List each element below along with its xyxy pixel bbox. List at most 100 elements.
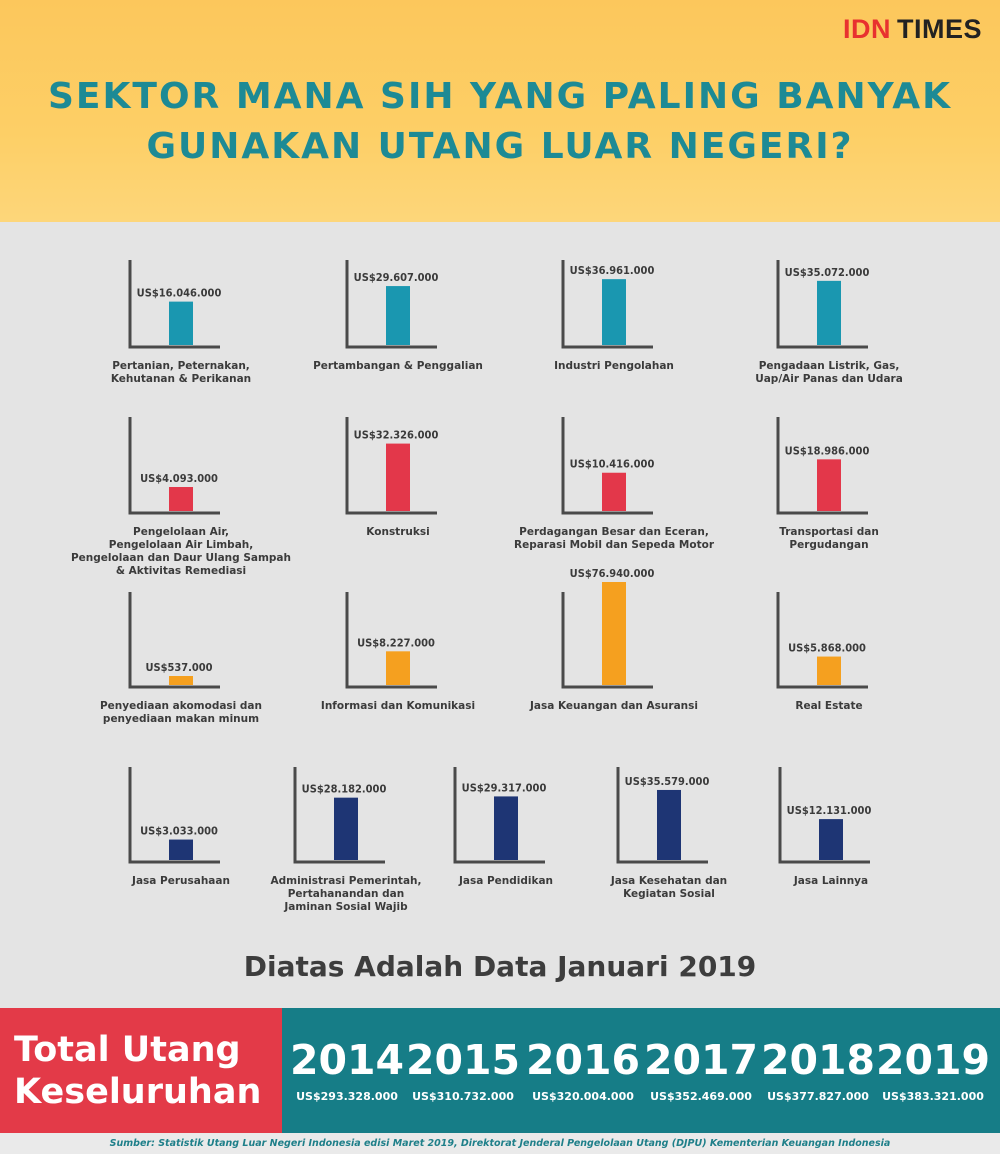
sector-chart: US$10.416.000 Perdagangan Besar dan Ecera… xyxy=(514,417,715,551)
category-label-line: Industri Pengolahan xyxy=(554,360,674,372)
chart-axis xyxy=(453,767,545,864)
category-label-line: Konstruksi xyxy=(366,526,429,538)
year-item: 2017 US$352.469.000 xyxy=(642,1008,760,1103)
bar-value-label: US$28.182.000 xyxy=(302,783,387,796)
year-value: US$293.328.000 xyxy=(296,1090,398,1103)
chart-axis xyxy=(128,417,220,515)
bar xyxy=(657,789,681,860)
year-item: 2019 US$383.321.000 xyxy=(874,1008,992,1103)
bar xyxy=(817,459,841,511)
category-label: Pengadaan Listrik, Gas, Uap/Air Panas dan… xyxy=(755,360,903,385)
category-label-line: Informasi dan Komunikasi xyxy=(321,700,475,712)
category-label: Real Estate xyxy=(795,700,862,712)
bar-value-label: US$29.317.000 xyxy=(462,781,547,794)
year-value: US$320.004.000 xyxy=(532,1090,634,1103)
bar xyxy=(334,797,358,860)
bar-value-label: US$29.607.000 xyxy=(354,271,439,284)
bar xyxy=(169,676,193,685)
sector-chart: US$32.326.000 Konstruksi xyxy=(345,417,439,538)
sector-chart: US$76.940.000 Jasa Keuangan dan Asuransi xyxy=(529,567,698,712)
header-banner: IDN TIMES SEKTOR MANA SIH YANG PALING BAN… xyxy=(0,0,1000,222)
category-label-line: Reparasi Mobil dan Sepeda Motor xyxy=(514,539,715,551)
source-note: Sumber: Statistik Utang Luar Negeri Indo… xyxy=(0,1133,1000,1154)
bar-value-label: US$12.131.000 xyxy=(787,804,872,817)
bar-value-label: US$32.326.000 xyxy=(354,429,439,442)
category-label-line: Penyediaan akomodasi dan xyxy=(100,700,262,712)
category-label-line: Perdagangan Besar dan Eceran, xyxy=(519,526,709,538)
year-value: US$310.732.000 xyxy=(412,1090,514,1103)
category-label: Pertanian, Peternakan, Kehutanan & Perika… xyxy=(111,360,251,385)
bar xyxy=(817,280,841,345)
category-label: Informasi dan Komunikasi xyxy=(321,700,475,712)
sector-chart: US$29.317.000 Jasa Pendidikan xyxy=(453,767,553,887)
category-label-line: Jaminan Sosial Wajib xyxy=(283,901,408,913)
year-number: 2015 xyxy=(405,1036,521,1084)
bar-value-label: US$16.046.000 xyxy=(137,287,222,300)
year-value: US$383.321.000 xyxy=(882,1090,984,1103)
category-label-line: Pertambangan & Penggalian xyxy=(313,360,483,372)
data-note: Diatas Adalah Data Januari 2019 xyxy=(243,950,757,983)
category-label: Pengelolaan Air, Pengelolaan Air Limbah, P… xyxy=(71,526,291,577)
category-label-line: Administrasi Pemerintah, xyxy=(271,875,422,887)
bar xyxy=(169,301,193,345)
bar xyxy=(386,443,410,511)
sector-chart: US$35.579.000 Jasa Kesehatan dan Kegiatan … xyxy=(610,767,727,900)
bar xyxy=(494,796,518,860)
bar-value-label: US$537.000 xyxy=(145,661,212,674)
chart-axis xyxy=(778,767,870,864)
chart-axis xyxy=(128,767,220,864)
chart-axis xyxy=(776,417,868,515)
category-label-line: Jasa Pendidikan xyxy=(458,875,553,887)
category-label-line: Jasa Lainnya xyxy=(793,875,868,887)
page-title: SEKTOR MANA SIH YANG PALING BANYAK GUNAK… xyxy=(0,72,1000,172)
bar xyxy=(602,279,626,345)
bar-value-label: US$4.093.000 xyxy=(140,472,218,485)
year-number: 2014 xyxy=(289,1036,405,1084)
total-label-line-1: Total Utang xyxy=(14,1029,241,1070)
bar-value-label: US$35.072.000 xyxy=(785,266,870,279)
bar xyxy=(602,582,626,685)
year-value: US$377.827.000 xyxy=(767,1090,869,1103)
sector-chart: US$16.046.000 Pertanian, Peternakan, Kehut… xyxy=(111,260,251,385)
brand-times: TIMES xyxy=(896,14,982,44)
chart-axis xyxy=(345,592,437,689)
bar-value-label: US$18.986.000 xyxy=(785,444,870,457)
sector-chart: US$18.986.000 Transportasi dan Pergudangan xyxy=(776,417,879,551)
year-item: 2014 US$293.328.000 xyxy=(288,1008,406,1103)
bar xyxy=(817,656,841,685)
category-label-line: Kegiatan Sosial xyxy=(623,888,715,900)
category-label-line: Transportasi dan xyxy=(779,526,879,538)
chart-axis xyxy=(293,767,385,864)
chart-axis xyxy=(561,260,653,349)
bar xyxy=(819,819,843,860)
chart-axis xyxy=(128,592,220,689)
chart-axis xyxy=(561,417,653,515)
category-label: Jasa Kesehatan dan Kegiatan Sosial xyxy=(610,875,727,900)
title-line-1: SEKTOR MANA SIH YANG PALING BANYAK xyxy=(47,76,952,117)
total-label-line-2: Keseluruhan xyxy=(14,1071,262,1112)
year-item: 2016 US$320.004.000 xyxy=(524,1008,642,1103)
sector-chart: US$3.033.000 Jasa Perusahaan xyxy=(128,767,230,887)
category-label: Jasa Lainnya xyxy=(793,875,868,887)
sector-chart: US$8.227.000 Informasi dan Komunikasi xyxy=(321,592,475,712)
category-label-line: Pengelolaan dan Daur Ulang Sampah xyxy=(71,552,291,564)
title-line-2: GUNAKAN UTANG LUAR NEGERI? xyxy=(146,126,854,167)
chart-axis xyxy=(561,592,653,689)
category-label-line: Pertanian, Peternakan, xyxy=(112,360,250,372)
category-label: Transportasi dan Pergudangan xyxy=(779,526,879,551)
category-label: Penyediaan akomodasi dan penyediaan makan… xyxy=(100,700,262,725)
year-number: 2019 xyxy=(875,1036,991,1084)
category-label: Industri Pengolahan xyxy=(554,360,674,372)
category-label-line: Kehutanan & Perikanan xyxy=(111,373,251,385)
chart-axis xyxy=(345,260,437,349)
bar-value-label: US$36.961.000 xyxy=(570,264,655,277)
category-label-line: Pengelolaan Air, xyxy=(133,526,229,538)
brand-logo: IDN TIMES xyxy=(843,14,982,45)
category-label-line: Uap/Air Panas dan Udara xyxy=(755,373,903,385)
category-label-line: Jasa Perusahaan xyxy=(131,875,230,887)
category-label: Jasa Pendidikan xyxy=(458,875,553,887)
sector-charts-svg: US$16.046.000 Pertanian, Peternakan, Kehut… xyxy=(71,260,903,913)
bar-value-label: US$35.579.000 xyxy=(625,775,710,788)
sector-chart: US$35.072.000 Pengadaan Listrik, Gas, Uap/… xyxy=(755,260,903,385)
bar xyxy=(169,839,193,860)
